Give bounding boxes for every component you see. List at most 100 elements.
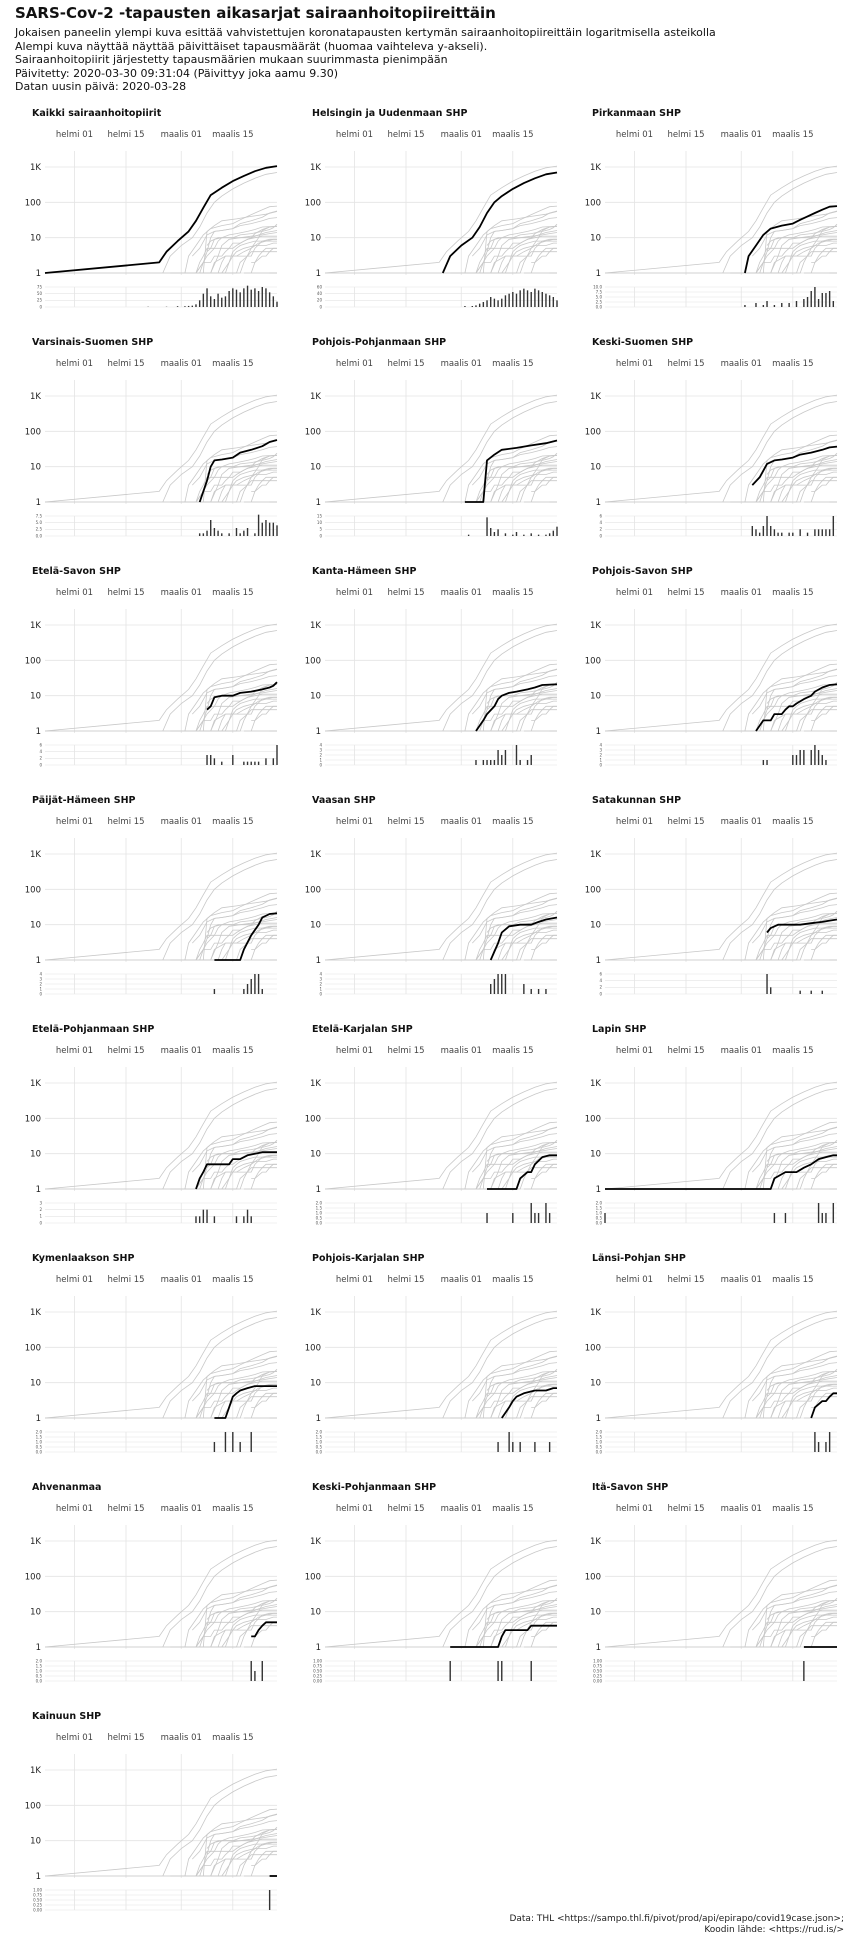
background-series-line [766,452,838,481]
background-series-line [184,663,278,732]
background-series-line [781,471,837,503]
daily-bar [530,1661,532,1681]
bar-y-tick-label: 2 [599,985,602,990]
x-tick-label: helmi 01 [56,130,93,140]
daily-bar [773,305,776,307]
background-series-line [486,1597,558,1626]
y-tick-label: 10 [590,1150,601,1160]
daily-bar [825,760,827,765]
daily-bar [482,760,485,765]
y-tick-label: 100 [585,656,601,666]
background-series-line [170,1854,277,1877]
background-series-line [479,1584,558,1648]
background-series-line [192,1362,278,1402]
daily-bar [795,755,798,765]
x-tick-label: helmi 15 [667,359,704,369]
bar-y-tick-label: 0.75 [313,1663,322,1668]
background-series-line [475,1141,558,1190]
bar-y-tick-label: 3 [319,976,322,981]
background-series-line [767,925,837,961]
background-series-line [604,852,838,961]
background-series-line [605,925,837,961]
background-series-line [744,1585,838,1648]
highlight-series-line [487,1154,557,1190]
background-series-line [494,1370,558,1419]
background-series-line [450,251,557,274]
y-tick-label: 10 [310,234,321,244]
background-series-line [755,225,838,274]
daily-bar [265,288,267,307]
background-series-line [774,927,837,961]
background-series-line [450,480,557,503]
x-tick-label: maalis 01 [161,817,202,827]
daily-bar [490,528,492,536]
daily-bar [530,989,532,994]
background-series-line [755,235,837,274]
background-series-line [450,709,557,732]
daily-bar [792,755,794,765]
x-tick-label: maalis 01 [721,1504,762,1514]
panel-title: Keski-Pohjanmaan SHP [312,1482,437,1493]
daily-bar [810,990,812,994]
daily-bar [548,1213,551,1223]
daily-bar [261,1661,263,1681]
bar-y-tick-label: 2.5 [36,527,43,532]
background-series-line [170,1167,277,1190]
daily-bar [821,1213,823,1223]
bar-y-tick-label: 5 [319,527,322,532]
daily-bar [508,293,510,307]
daily-bar [239,533,241,536]
x-tick-label: maalis 01 [441,359,482,369]
panel-21: Itä-Savon SHP helmi 01 helmi 15 maalis 01 ma… [575,1479,850,1704]
background-series-line [475,454,558,503]
background-series-line [162,1775,278,1877]
x-tick-label: maalis 15 [212,1046,253,1056]
background-series-line [206,690,278,704]
background-series-line [752,1133,838,1173]
bar-y-tick-label: 0.0 [596,1449,603,1454]
background-series-line [722,401,838,503]
background-series-line [472,675,558,715]
panel-chart: helmi 01 helmi 15 maalis 01 maalis 15110100… [305,817,558,996]
daily-bar [202,1209,205,1223]
x-tick-label: maalis 15 [212,1504,253,1514]
panel-17: Pohjois-Karjalan SHP helmi 01 helmi 15 maal… [295,1250,575,1475]
daily-bar [475,305,477,307]
background-series-line [221,1616,277,1648]
daily-bar [556,526,558,536]
daily-bar [235,528,238,536]
x-tick-label: maalis 01 [441,588,482,598]
highlight-series-line [214,912,278,961]
background-series-line [744,663,838,732]
daily-bar [758,532,761,536]
y-tick-label: 1K [310,392,321,402]
daily-bar [261,989,263,994]
y-tick-label: 10 [30,1150,41,1160]
background-series-line [195,1838,277,1877]
background-series-line [195,922,277,961]
panel-19: Ahvenanmaa helmi 01 helmi 15 maalis 01 maali… [15,1479,295,1704]
daily-bar [755,529,757,536]
x-tick-label: helmi 01 [56,1733,93,1743]
bar-y-tick-label: 4 [319,742,322,747]
background-series-line [604,1539,838,1648]
bar-y-tick-label: 1 [39,986,42,991]
background-series-line [752,675,838,715]
background-series-line [184,1585,278,1648]
y-tick-label: 1K [590,392,601,402]
background-series-line [251,934,277,950]
background-series-line [475,1370,558,1419]
daily-bar [530,292,532,307]
background-series-line [604,1310,838,1419]
bar-y-tick-label: 10 [317,520,323,525]
daily-bar [187,305,190,307]
y-tick-label: 10 [590,463,601,473]
daily-bar [464,306,466,307]
background-series-line [214,240,277,274]
background-series-line [184,669,278,732]
y-tick-label: 1 [596,727,601,737]
daily-bar [217,293,219,307]
daily-bar [467,534,470,536]
panel-chart: helmi 01 helmi 15 maalis 01 maalis 15110100… [305,1504,558,1683]
background-series-line [442,859,558,961]
